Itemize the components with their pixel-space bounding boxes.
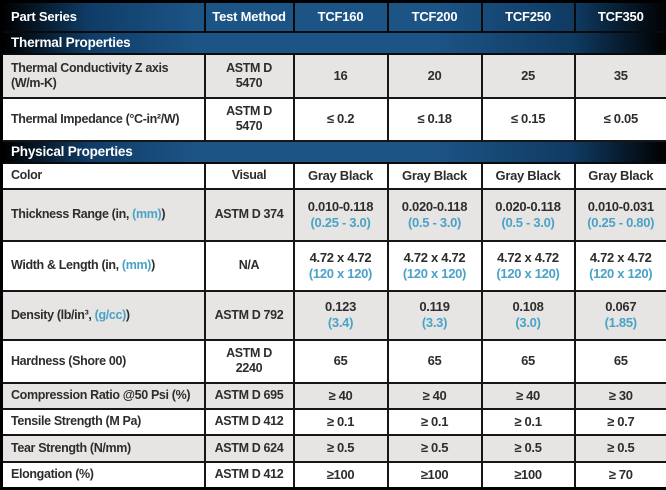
- test-method-cell: N/A: [205, 241, 294, 291]
- test-method-cell: ASTM D 624: [205, 435, 294, 462]
- test-method-cell: ASTM D 412: [205, 462, 294, 489]
- test-method-cell: ASTM D 5470: [205, 54, 294, 98]
- row-label: Color: [2, 163, 205, 189]
- header-row: Part Series Test Method TCF160 TCF200 TC…: [2, 2, 666, 32]
- row-label: Width & Length (in, (mm)): [2, 241, 205, 291]
- table-row-elongation: Elongation (%) ASTM D 412 ≥100 ≥100 ≥100…: [2, 462, 666, 489]
- value-cell: ≥ 40: [294, 383, 388, 409]
- value-cell: ≤ 0.18: [388, 98, 482, 141]
- test-method-cell: ASTM D 2240: [205, 340, 294, 383]
- row-label: Elongation (%): [2, 462, 205, 489]
- table-row-thermal-impedance: Thermal Impedance (°C-in²/W) ASTM D 5470…: [2, 98, 666, 141]
- value-cell: ≥ 30: [575, 383, 666, 409]
- value-cell: 4.72 x 4.72(120 x 120): [482, 241, 575, 291]
- value-cell: 0.020-0.118(0.5 - 3.0): [482, 189, 575, 241]
- table-row-width-length: Width & Length (in, (mm)) N/A 4.72 x 4.7…: [2, 241, 666, 291]
- value-cell: ≤ 0.15: [482, 98, 575, 141]
- section-row-thermal: Thermal Properties: [2, 32, 666, 54]
- row-label: Tensile Strength (M Pa): [2, 409, 205, 435]
- value-cell: 0.108(3.0): [482, 291, 575, 340]
- value-cell: ≥ 0.5: [575, 435, 666, 462]
- row-label: Thickness Range (in, (mm)): [2, 189, 205, 241]
- col-header-tcf200: TCF200: [388, 2, 482, 32]
- col-header-test-method: Test Method: [205, 2, 294, 32]
- value-cell: 16: [294, 54, 388, 98]
- value-cell: ≥ 0.1: [482, 409, 575, 435]
- value-cell: ≥ 0.5: [294, 435, 388, 462]
- table-row-tensile-strength: Tensile Strength (M Pa) ASTM D 412 ≥ 0.1…: [2, 409, 666, 435]
- test-method-cell: ASTM D 374: [205, 189, 294, 241]
- value-cell: 0.010-0.031(0.25 - 0.80): [575, 189, 666, 241]
- value-cell: ≥ 70: [575, 462, 666, 489]
- row-label: Thermal Impedance (°C-in²/W): [2, 98, 205, 141]
- row-label: Density (lb/in³, (g/cc)): [2, 291, 205, 340]
- value-cell: ≥100: [482, 462, 575, 489]
- value-cell: 4.72 x 4.72(120 x 120): [294, 241, 388, 291]
- value-cell: Gray Black: [294, 163, 388, 189]
- table-row-tear-strength: Tear Strength (N/mm) ASTM D 624 ≥ 0.5 ≥ …: [2, 435, 666, 462]
- value-cell: ≥ 40: [388, 383, 482, 409]
- table-row-color: Color Visual Gray Black Gray Black Gray …: [2, 163, 666, 189]
- section-title-physical: Physical Properties: [2, 141, 666, 163]
- value-cell: 0.020-0.118(0.5 - 3.0): [388, 189, 482, 241]
- section-row-physical: Physical Properties: [2, 141, 666, 163]
- value-cell: 65: [294, 340, 388, 383]
- value-cell: 0.067(1.85): [575, 291, 666, 340]
- value-cell: ≥ 0.7: [575, 409, 666, 435]
- test-method-cell: ASTM D 695: [205, 383, 294, 409]
- table-row-compression-ratio: Compression Ratio @50 Psi (%) ASTM D 695…: [2, 383, 666, 409]
- value-cell: 35: [575, 54, 666, 98]
- value-cell: 65: [575, 340, 666, 383]
- value-cell: ≥ 0.5: [388, 435, 482, 462]
- value-cell: ≥ 0.1: [388, 409, 482, 435]
- value-cell: ≤ 0.05: [575, 98, 666, 141]
- test-method-cell: ASTM D 412: [205, 409, 294, 435]
- col-header-part-series: Part Series: [2, 2, 205, 32]
- row-label: Hardness (Shore 00): [2, 340, 205, 383]
- test-method-cell: Visual: [205, 163, 294, 189]
- value-cell: ≥ 0.5: [482, 435, 575, 462]
- value-cell: 65: [388, 340, 482, 383]
- value-cell: 0.123(3.4): [294, 291, 388, 340]
- value-cell: Gray Black: [482, 163, 575, 189]
- value-cell: ≥100: [388, 462, 482, 489]
- value-cell: 0.010-0.118(0.25 - 3.0): [294, 189, 388, 241]
- test-method-cell: ASTM D 5470: [205, 98, 294, 141]
- table-row-thermal-conductivity: Thermal Conductivity Z axis (W/m-K) ASTM…: [2, 54, 666, 98]
- value-cell: ≤ 0.2: [294, 98, 388, 141]
- value-cell: ≥100: [294, 462, 388, 489]
- value-cell: 20: [388, 54, 482, 98]
- col-header-tcf250: TCF250: [482, 2, 575, 32]
- value-cell: Gray Black: [575, 163, 666, 189]
- table-row-density: Density (lb/in³, (g/cc)) ASTM D 792 0.12…: [2, 291, 666, 340]
- value-cell: 65: [482, 340, 575, 383]
- row-label: Tear Strength (N/mm): [2, 435, 205, 462]
- value-cell: 0.119(3.3): [388, 291, 482, 340]
- section-title-thermal: Thermal Properties: [2, 32, 666, 54]
- value-cell: Gray Black: [388, 163, 482, 189]
- value-cell: ≥ 40: [482, 383, 575, 409]
- value-cell: 4.72 x 4.72(120 x 120): [388, 241, 482, 291]
- value-cell: 4.72 x 4.72(120 x 120): [575, 241, 666, 291]
- value-cell: 25: [482, 54, 575, 98]
- table-row-hardness: Hardness (Shore 00) ASTM D 2240 65 65 65…: [2, 340, 666, 383]
- row-label: Compression Ratio @50 Psi (%): [2, 383, 205, 409]
- col-header-tcf350: TCF350: [575, 2, 666, 32]
- row-label: Thermal Conductivity Z axis (W/m-K): [2, 54, 205, 98]
- table-row-thickness-range: Thickness Range (in, (mm)) ASTM D 374 0.…: [2, 189, 666, 241]
- col-header-tcf160: TCF160: [294, 2, 388, 32]
- value-cell: ≥ 0.1: [294, 409, 388, 435]
- test-method-cell: ASTM D 792: [205, 291, 294, 340]
